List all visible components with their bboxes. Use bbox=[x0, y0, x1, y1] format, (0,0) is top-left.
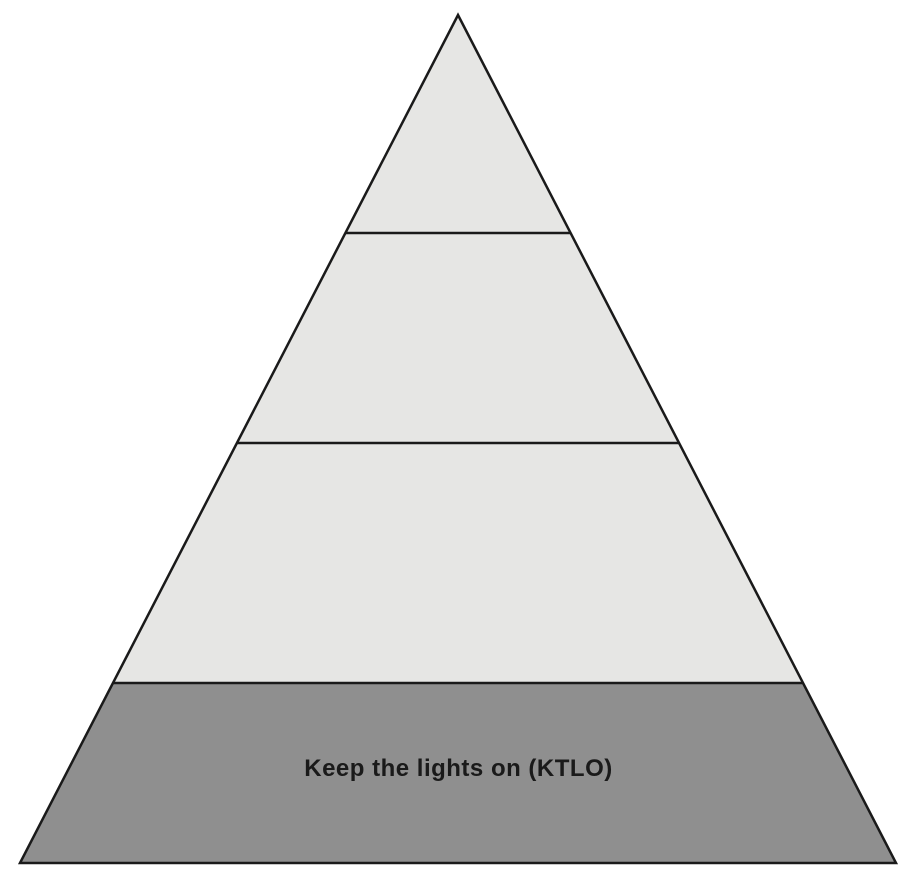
pyramid-svg bbox=[0, 0, 917, 873]
pyramid-upper-region bbox=[113, 15, 803, 683]
layer-label-bottom: Keep the lights on (KTLO) bbox=[0, 755, 917, 783]
pyramid-diagram: Keep the lights on (KTLO) bbox=[0, 0, 917, 873]
